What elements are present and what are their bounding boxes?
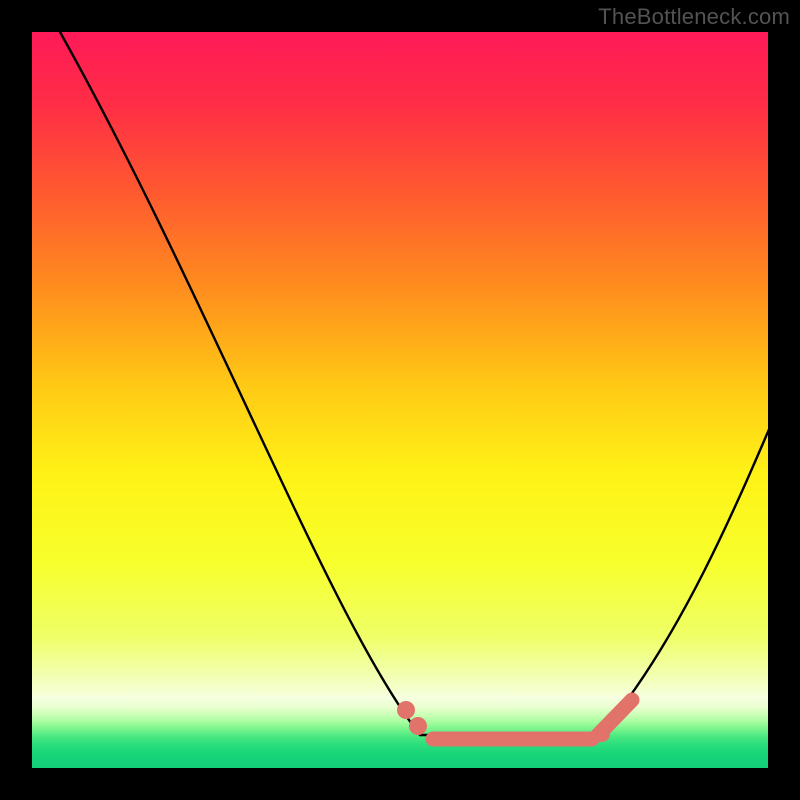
plot-background: [32, 32, 768, 768]
marker-dot-1: [409, 717, 427, 735]
chart-stage: TheBottleneck.com: [0, 0, 800, 800]
bottleneck-chart: [0, 0, 800, 800]
watermark-text: TheBottleneck.com: [598, 4, 790, 30]
marker-dot-2: [594, 726, 610, 742]
marker-dot-0: [397, 701, 415, 719]
